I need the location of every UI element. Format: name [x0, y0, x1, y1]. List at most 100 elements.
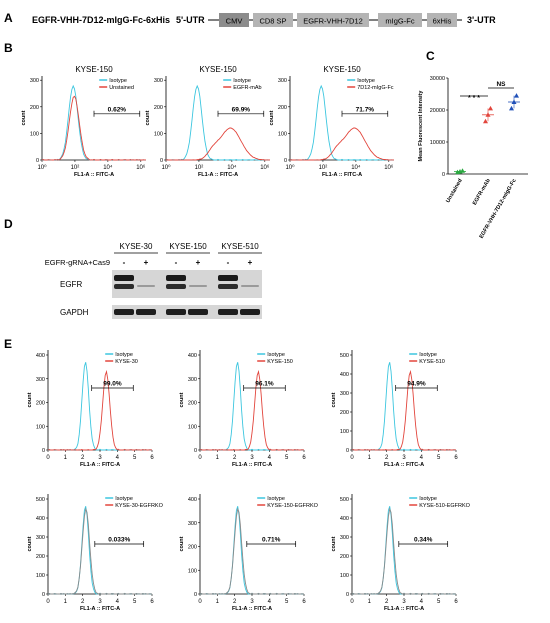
- x-tick-label: 1: [64, 599, 68, 605]
- x-tick-label: 1: [368, 599, 372, 605]
- legend-label-sample: KYSE-150: [267, 359, 293, 365]
- x-tick-label: 5: [285, 599, 289, 605]
- legend-label-isotype: Isotype: [115, 496, 133, 502]
- isotype-curve: [289, 84, 394, 161]
- sig-label-2: NS: [496, 81, 506, 88]
- sample-curve: [351, 507, 457, 595]
- row-label-gapdh: GAPDH: [60, 308, 89, 317]
- x-tick-label: 6: [454, 455, 458, 461]
- y-axis-label: count: [269, 110, 275, 125]
- y-tick-label: 100: [36, 424, 45, 430]
- row-label-egfr: EGFR: [60, 280, 82, 289]
- y-tick-label: 300: [30, 78, 39, 84]
- lane-sign: +: [196, 258, 201, 267]
- y-tick-label: 200: [188, 545, 197, 551]
- x-tick-label: 10⁴: [103, 164, 113, 171]
- y-tick-label: 300: [340, 535, 349, 541]
- x-tick-label: 4: [268, 599, 272, 605]
- x-tick-label: 4: [420, 599, 424, 605]
- x-tick-label: 0: [350, 599, 354, 605]
- x-tick-label: 10²: [319, 165, 328, 171]
- sample-curve: [165, 127, 270, 161]
- x-tick-label: 1: [216, 455, 220, 461]
- egfr-membrane: [112, 270, 262, 298]
- y-tick-label: 300: [278, 78, 287, 84]
- y-tick-label: 0: [194, 448, 197, 454]
- egfr-band: [166, 284, 186, 289]
- box-cmv-label: CMV: [226, 17, 243, 26]
- y-tick-label: 200: [278, 105, 287, 111]
- box-his-label: 6xHis: [433, 17, 452, 26]
- sample-curve: [199, 369, 305, 451]
- x-tick-label: 0: [350, 455, 354, 461]
- gapdh-band: [114, 309, 134, 315]
- panel-d: D KYSE-30 KYSE-150 KYSE-510 EGFR-gRNA+Cas9 -…: [4, 217, 262, 319]
- y-tick-label: 300: [188, 521, 197, 527]
- y-tick-label: 300: [154, 78, 163, 84]
- y-axis-label: count: [27, 392, 33, 407]
- y-tick-label: 0: [36, 158, 39, 164]
- y-tick-label: 10000: [430, 140, 445, 146]
- x-tick-label: 0: [198, 455, 202, 461]
- x-tick-label: 5: [437, 599, 441, 605]
- gate-percentage: 0.62%: [108, 106, 127, 113]
- y-tick-label: 0: [284, 158, 287, 164]
- x-tick-label: 1: [64, 455, 68, 461]
- y-tick-label: 300: [36, 377, 45, 383]
- y-tick-label: 200: [340, 554, 349, 560]
- data-point: [488, 105, 493, 111]
- egfr-band-faint: [137, 285, 155, 287]
- y-tick-label: 0: [42, 592, 45, 598]
- x-axis-label: FL1-A :: FITC-A: [198, 172, 238, 178]
- y-axis-label: count: [179, 392, 185, 407]
- x-tick-label: 10²: [195, 165, 204, 171]
- egfr-band: [218, 275, 238, 281]
- y-axis-label: count: [179, 536, 185, 551]
- y-tick-label: 100: [278, 131, 287, 137]
- sample-curve: [289, 127, 394, 161]
- gate-percentage: 96.1%: [255, 381, 274, 388]
- x-tick-label: 4: [268, 455, 272, 461]
- legend-label-isotype: Isotype: [357, 78, 375, 84]
- panel-a: A EGFR-VHH-7D12-mIgG-Fc-6xHis 5'-UTR CMV…: [4, 11, 496, 27]
- isotype-curve: [165, 84, 270, 161]
- plot-title: KYSE-150: [75, 65, 113, 74]
- sig-label-1: * * *: [468, 95, 480, 102]
- cell-line-label: KYSE-30: [120, 242, 153, 251]
- box-vhh: [297, 13, 369, 27]
- x-tick-label: 3: [250, 599, 254, 605]
- y-tick-label: 0: [346, 448, 349, 454]
- x-axis-label: FL1-A :: FITC-A: [80, 606, 120, 612]
- gate-percentage: 71.7%: [356, 106, 375, 113]
- sample-curve: [47, 369, 153, 451]
- isotype-curve: [41, 84, 146, 161]
- y-tick-label: 20000: [430, 108, 445, 114]
- lane-sign: -: [227, 258, 230, 267]
- x-tick-label: 10⁶: [260, 164, 270, 171]
- mfi-chart: 0 10000 20000 30000 Mean Fluorescent Intensi…: [418, 76, 528, 240]
- legend-label-sample: KYSE-150-EGFRKO: [267, 503, 318, 509]
- y-tick-label: 100: [36, 573, 45, 579]
- box-cmv: [219, 13, 249, 27]
- plot-title: KYSE-150: [199, 65, 237, 74]
- x-tick-label: 5: [133, 599, 137, 605]
- x-tick-label: 6: [454, 599, 458, 605]
- x-tick-label: 4: [420, 455, 424, 461]
- box-cd8sp: [253, 13, 293, 27]
- x-tick-label: 10⁴: [351, 164, 361, 171]
- x-tick-label: 2: [81, 599, 85, 605]
- sample-curve: [199, 507, 305, 595]
- data-point: [509, 105, 514, 111]
- panel-e-letter: E: [4, 337, 12, 351]
- y-tick-label: 100: [340, 429, 349, 435]
- isotype-curve: [47, 362, 153, 451]
- x-tick-label: 5: [285, 455, 289, 461]
- legend-label-isotype: Isotype: [419, 352, 437, 358]
- legend-label-sample: KYSE-510-EGFRKO: [419, 503, 470, 509]
- y-tick-label: 100: [154, 131, 163, 137]
- x-tick-label: 10⁰: [161, 164, 171, 171]
